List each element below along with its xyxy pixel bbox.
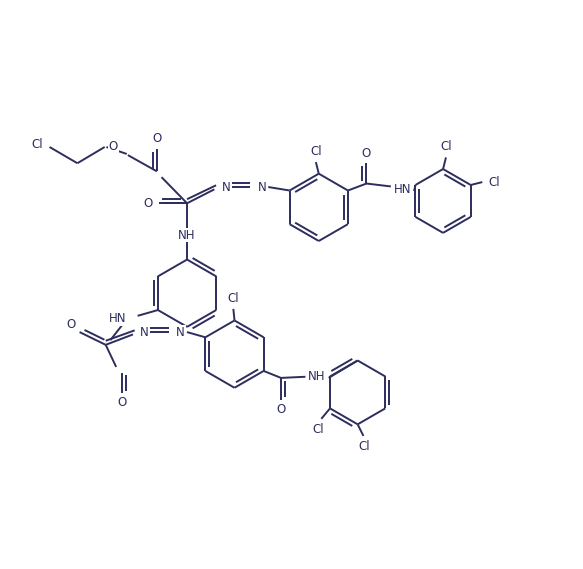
Text: Cl: Cl <box>310 145 322 158</box>
Text: NH: NH <box>308 370 326 384</box>
Text: Cl: Cl <box>31 138 43 151</box>
Text: HN: HN <box>108 312 126 325</box>
Text: Cl: Cl <box>359 440 370 453</box>
Text: HN: HN <box>394 183 411 196</box>
Text: O: O <box>117 397 127 409</box>
Text: N: N <box>258 180 266 193</box>
Text: Cl: Cl <box>227 292 239 305</box>
Text: Cl: Cl <box>440 141 452 154</box>
Text: N: N <box>176 325 185 339</box>
Text: N: N <box>222 180 230 193</box>
Text: O: O <box>66 318 76 331</box>
Text: O: O <box>152 133 161 145</box>
Text: Cl: Cl <box>488 176 500 188</box>
Text: NH: NH <box>178 229 196 242</box>
Text: O: O <box>362 147 371 160</box>
Text: Cl: Cl <box>312 423 324 436</box>
Text: O: O <box>143 197 152 210</box>
Text: O: O <box>276 403 286 417</box>
Text: N: N <box>140 325 149 339</box>
Text: O: O <box>109 141 118 154</box>
